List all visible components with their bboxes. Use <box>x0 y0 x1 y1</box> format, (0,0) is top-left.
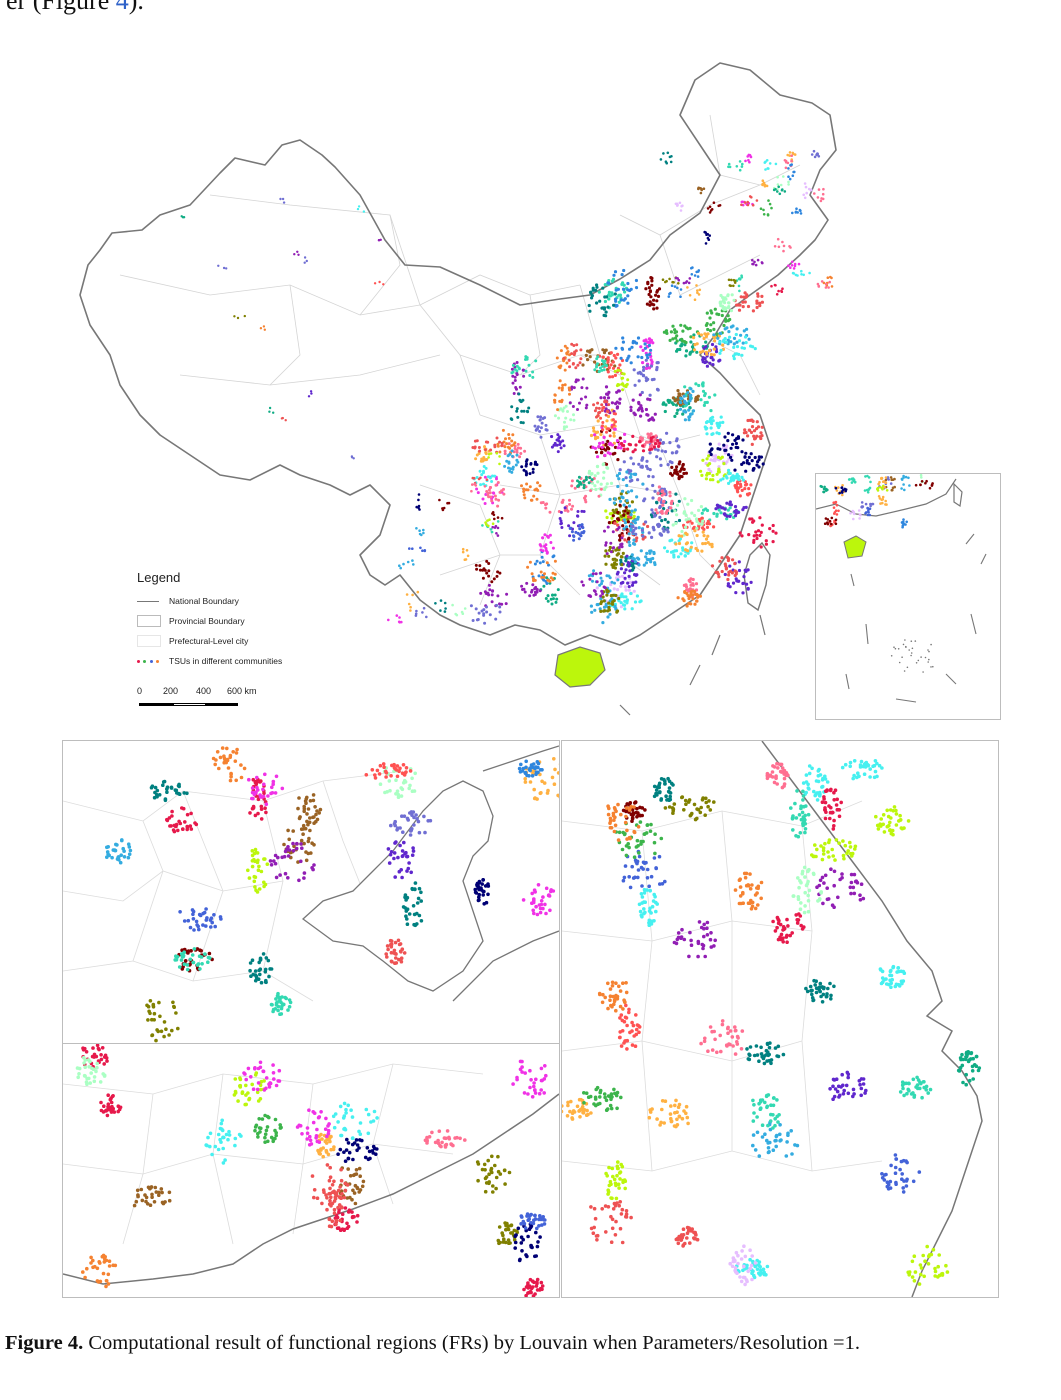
legend-item-prefectural: Prefectural-Level city <box>137 631 282 651</box>
scale-tick-600: 600 km <box>227 686 257 696</box>
detail-panel-south-china <box>62 1043 560 1298</box>
taiwan-island <box>743 541 771 612</box>
prefectural-city-symbol <box>137 635 161 647</box>
legend-item-provincial: Provincial Boundary <box>137 611 282 631</box>
scale-bar: 0 200 400 600 km <box>137 686 287 710</box>
legend-item-tsu: TSUs in different communities <box>137 651 282 671</box>
intro-text-fragment: er (Figure 4). <box>6 0 144 16</box>
legend-item-national: National Boundary <box>137 591 282 611</box>
scale-segment-3 <box>206 703 238 706</box>
figure-caption: Figure 4. Computational result of functi… <box>5 1332 860 1354</box>
scale-segment-1 <box>139 703 173 706</box>
hainan-island <box>554 646 606 688</box>
national-boundary-symbol <box>137 600 159 602</box>
scale-tick-200: 200 <box>163 686 179 696</box>
scale-tick-400: 400 <box>196 686 212 696</box>
provincial-boundary-symbol <box>137 615 161 627</box>
china-main-map <box>60 55 850 725</box>
south-china-sea-dashes <box>619 614 766 716</box>
south-china-sea-inset <box>815 473 1001 720</box>
tsu-community-dots <box>180 149 834 625</box>
legend-title: Legend <box>137 570 181 585</box>
figure-reference-link[interactable]: 4 <box>115 0 129 15</box>
tsu-dots-symbol <box>137 659 159 663</box>
detail-panel-yangtze-delta <box>561 740 999 1298</box>
scale-segment-2 <box>173 703 206 706</box>
scale-tick-0: 0 <box>137 686 143 696</box>
detail-panel-bohai <box>62 740 560 1045</box>
map-legend: Legend National Boundary Provincial Boun… <box>137 570 282 671</box>
